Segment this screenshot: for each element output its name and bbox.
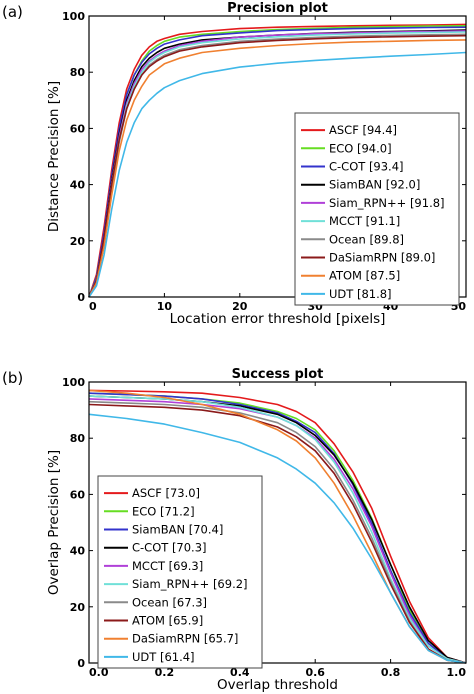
series-line	[88, 39, 467, 298]
legend: ASCF [73.0] ECO [71.2] SiamBAN [70.4] C-COT…	[97, 475, 263, 669]
legend-entry: ASCF [73.0]	[132, 486, 200, 500]
x-tick-label: 0.4	[230, 666, 250, 679]
series-line	[88, 33, 467, 298]
legend-entry: MCCT [69.3]	[132, 559, 203, 573]
legend-entry: DaSiamRPN [65.7]	[132, 632, 238, 646]
legend-box	[97, 475, 263, 669]
legend-entry: DaSiamRPN [89.0]	[329, 251, 435, 265]
x-tick-label: 0.6	[305, 666, 325, 679]
series-lines	[88, 389, 467, 664]
legend-entry: UDT [61.4]	[132, 650, 195, 664]
y-tick-label: 100	[62, 10, 85, 23]
legend-entry: C-COT [70.3]	[132, 541, 207, 555]
x-axis: 0.0 0.2 0.4 0.6 0.8 1.0	[88, 382, 467, 679]
series-line	[88, 389, 467, 664]
plot-frame	[88, 381, 467, 664]
chart-title: Precision plot	[227, 1, 328, 16]
chart-panel: (b) Success plot 0.0 0.2 0.4 0.6 0.8 1.0 0 20 40 60…	[2, 367, 467, 693]
legend-entry: C-COT [93.4]	[329, 160, 404, 174]
panel-label: (a)	[2, 3, 23, 21]
y-tick-label: 80	[70, 432, 86, 445]
y-tick-label: 60	[70, 488, 86, 501]
x-tick-label: 0.8	[381, 666, 401, 679]
legend-entry: Ocean [67.3]	[132, 595, 207, 609]
y-tick-label: 20	[70, 601, 86, 614]
series-line	[88, 26, 467, 298]
series-line	[88, 413, 467, 664]
y-axis-label: Distance Precision [%]	[46, 81, 62, 232]
y-tick-label: 40	[70, 179, 86, 192]
y-axis: 0 20 40 60 80 100	[62, 376, 466, 670]
y-axis: 0 20 40 60 80 100	[62, 10, 466, 304]
series-line	[88, 403, 467, 664]
x-tick-label: 0.2	[155, 666, 175, 679]
series-line	[88, 51, 467, 298]
legend-entry: ECO [94.0]	[329, 141, 392, 155]
y-tick-label: 20	[70, 235, 86, 248]
series-line	[88, 392, 467, 664]
legend-entry: SiamBAN [70.4]	[132, 523, 223, 537]
legend-entry: ATOM [87.5]	[329, 269, 400, 283]
x-tick-label: 10	[157, 300, 173, 313]
plot-frame	[88, 15, 467, 298]
legend-entry: ECO [71.2]	[132, 504, 195, 518]
x-axis-label: Location error threshold [pixels]	[170, 311, 386, 327]
y-tick-label: 0	[77, 657, 85, 670]
legend-entry: MCCT [91.1]	[329, 214, 400, 228]
y-tick-label: 60	[70, 122, 86, 135]
x-axis: 0 10 20 30 40 50	[88, 16, 467, 313]
legend-box	[294, 112, 460, 306]
legend-entry: ATOM [65.9]	[132, 614, 203, 628]
x-tick-label: 0	[89, 300, 97, 313]
chart-title: Success plot	[232, 367, 324, 382]
y-tick-label: 80	[70, 66, 86, 79]
legend-entry: ASCF [94.4]	[329, 123, 397, 137]
panel-label: (b)	[2, 369, 23, 387]
y-tick-label: 40	[70, 545, 86, 558]
series-lines	[88, 23, 467, 298]
series-line	[88, 23, 467, 298]
y-tick-label: 0	[77, 291, 85, 304]
x-tick-label: 1.0	[447, 666, 467, 679]
legend-entry: UDT [81.8]	[329, 287, 392, 301]
legend-entry: SiamBAN [92.0]	[329, 178, 420, 192]
x-tick-label: 0.0	[89, 666, 109, 679]
y-axis-label: Overlap Precision [%]	[46, 450, 62, 595]
y-tick-label: 100	[62, 376, 85, 389]
x-tick-label: 20	[232, 300, 248, 313]
legend: ASCF [94.4] ECO [94.0] C-COT [93.4] SiamBAN…	[294, 112, 460, 306]
legend-entry: Siam_RPN++ [91.8]	[329, 196, 445, 210]
legend-entry: Ocean [89.8]	[329, 232, 404, 246]
legend-entry: Siam_RPN++ [69.2]	[132, 577, 248, 591]
series-line	[88, 34, 467, 298]
x-axis-label: Overlap threshold	[217, 677, 338, 693]
